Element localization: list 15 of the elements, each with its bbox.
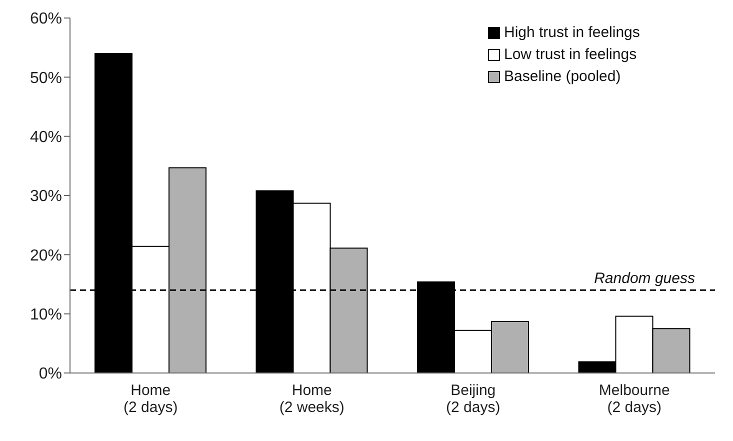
- x-tick-label: Home (2 weeks): [279, 382, 344, 416]
- x-tick-label: Home (2 days): [124, 382, 178, 416]
- legend-label: Low trust in feelings: [504, 45, 637, 65]
- y-tick-label: 0%: [38, 366, 62, 383]
- y-tick-label: 30%: [30, 188, 62, 206]
- legend-label: Baseline (pooled): [504, 67, 621, 87]
- y-tick-label: 10%: [30, 306, 62, 324]
- ref-line-label: Random guess: [594, 270, 696, 288]
- y-tick-label: 50%: [30, 70, 62, 87]
- y-tick-label: 60%: [30, 10, 62, 28]
- y-tick-label: 20%: [30, 247, 62, 264]
- x-tick-label: Melbourne (2 days): [598, 382, 670, 416]
- y-tick-label: 40%: [30, 129, 62, 146]
- legend-label: High trust in feelings: [504, 23, 640, 43]
- x-tick-label: Beijing (2 days): [446, 382, 500, 416]
